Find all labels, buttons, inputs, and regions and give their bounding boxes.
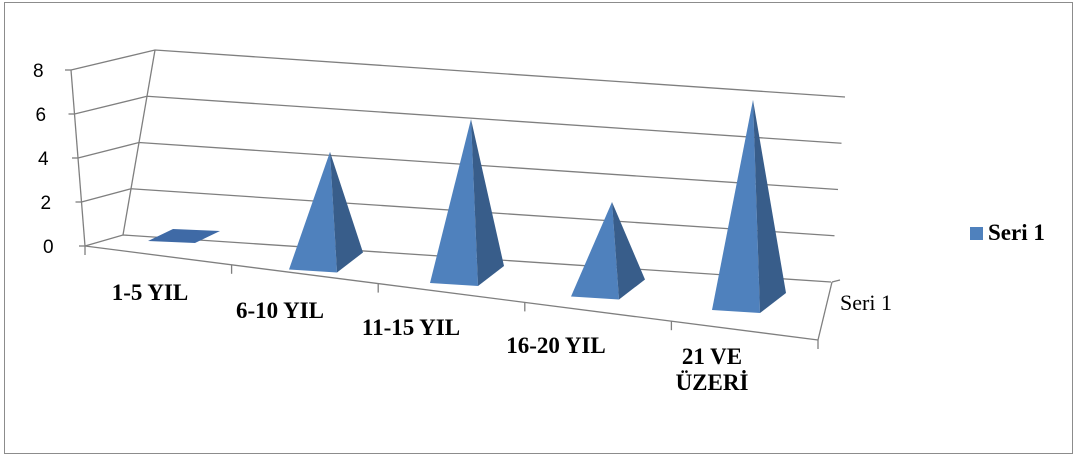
pyramid-bar-front [289,151,337,273]
pyramid-bar-side [471,119,504,286]
y-tick-label: 0 [43,237,54,258]
x-category-label: 21 VE ÜZERİ [676,344,749,395]
x-axis-ticks [84,246,819,349]
chart-frame [4,2,1073,454]
depth-tick [831,279,841,283]
pyramid-bar-front [571,202,619,300]
legend-entry-label: Seri 1 [988,220,1045,245]
pyramid-bar-flat [148,229,220,243]
pyramid-bar [289,151,363,273]
pyramid-bar [712,99,786,313]
x-category-label: 11-15 YIL [362,315,460,340]
pyramid-bars [148,99,786,313]
y-axis-ticks: 0 2 4 6 8 [33,61,85,258]
legend[interactable]: Seri 1 [970,220,1045,245]
pyramid-bar [148,229,220,243]
pyramid-bar-front [712,99,760,313]
x-axis-labels: 1-5 YIL 6-10 YIL 11-15 YIL 16-20 YIL 21 VE ÜZ… [112,280,749,395]
y-tick-label: 6 [36,105,47,126]
y-tick-label: 4 [38,149,49,170]
pyramid-bar-side [330,151,363,273]
pyramid-bar [430,119,504,286]
x-category-label: 16-20 YIL [506,333,605,358]
gridline [74,95,842,144]
y-tick-label: 8 [33,61,44,82]
x-category-label: 6-10 YIL [236,298,324,323]
pyramid-bar [571,202,645,300]
x-category-label: 1-5 YIL [112,280,188,305]
x-axis-line [84,245,819,341]
pyramid-bar-side [612,202,645,300]
depth-axis-label: Seri 1 [840,290,892,315]
floor-right-edge [817,281,833,341]
pyramid-bar-front [430,119,478,286]
back-wall-edge [122,49,156,236]
y-tick-label: 2 [41,193,52,214]
legend-swatch [970,227,983,240]
gridline [70,49,846,98]
pyramid-bar-side [753,99,786,313]
